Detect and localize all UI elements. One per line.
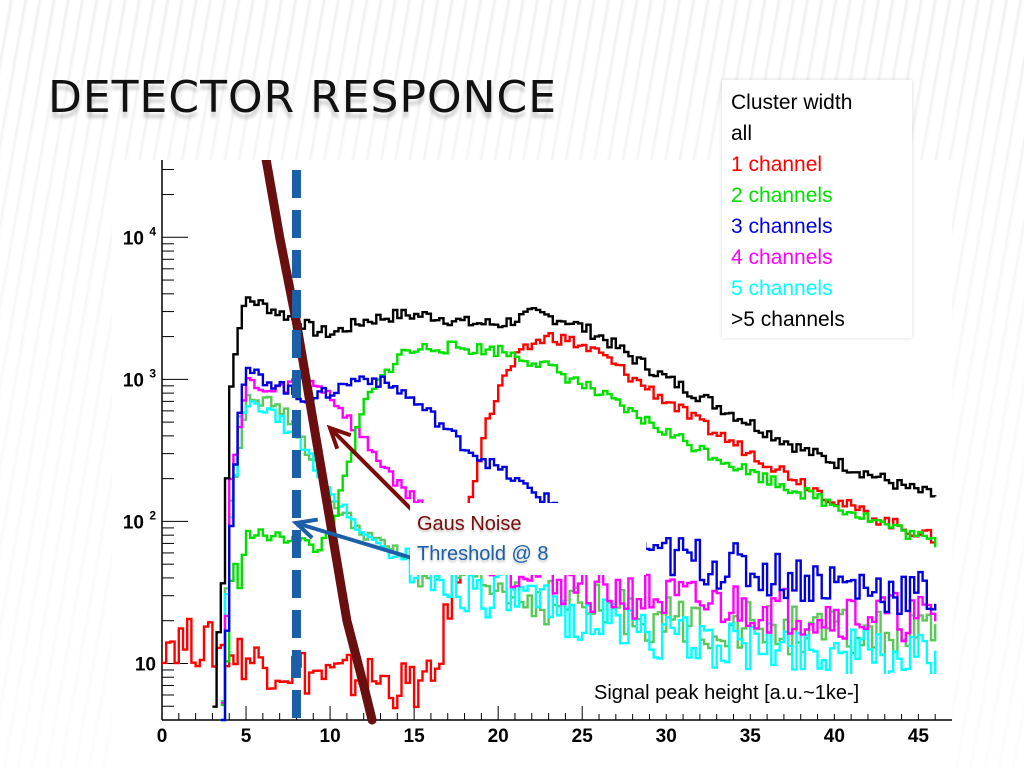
series-line-7 — [220, 393, 937, 703]
y-tick-label: 10 — [123, 228, 144, 249]
axes: 0 5 10 15 20 25 30 35 40 45 10 10 2 10 3 10 4 — [123, 160, 952, 747]
legend-entry-4-channels: 4 channels — [731, 246, 833, 269]
x-tick-label: 25 — [572, 726, 594, 747]
y-tick-label-exponent: 2 — [149, 508, 156, 522]
x-axis-label: Signal peak height [a.u.~1ke-] — [594, 682, 860, 704]
legend-entry-1-channel: 1 channel — [731, 153, 823, 176]
x-tick-label: 35 — [740, 726, 762, 747]
x-tick-label: 45 — [908, 726, 930, 747]
legend-entry-3-channels: 3 channels — [731, 215, 833, 238]
plot-frame: 0 5 10 15 20 25 30 35 40 45 10 10 2 10 3 10 4 — [112, 160, 952, 768]
gaus-noise-label: Gaus Noise — [417, 513, 522, 535]
legend-entry-2-channels: 2 channels — [731, 184, 833, 207]
x-tick-label: 0 — [157, 726, 168, 747]
legend-entry-all: all — [731, 122, 753, 145]
slide-title: DETECTOR RESPONCE — [48, 72, 558, 123]
x-tick-label: 30 — [656, 726, 677, 747]
chart: 0 5 10 15 20 25 30 35 40 45 10 10 2 10 3 10 4 — [123, 160, 952, 747]
threshold-arrow — [295, 521, 413, 560]
series-line-6 — [220, 400, 937, 722]
legend: Cluster width all 1 channel 2 channels 3… — [722, 80, 912, 338]
gaus-noise-curve — [261, 160, 377, 725]
annotation-box: Gaus Noise Threshold @ 8 — [410, 503, 646, 575]
y-tick-label: 10 — [123, 370, 144, 391]
series-line-1 — [212, 296, 937, 708]
x-tick-label: 5 — [241, 726, 252, 747]
x-tick-label: 20 — [488, 726, 509, 747]
legend-entry-more-than-5-channels: >5 channels — [731, 308, 845, 331]
gaus-noise-arrow — [328, 426, 414, 512]
y-tick-label: 10 — [123, 512, 144, 533]
x-tick-label: 15 — [404, 726, 426, 747]
gaus-noise-arrow-head — [326, 424, 352, 450]
legend-title: Cluster width — [731, 91, 853, 114]
series-line-3 — [220, 340, 937, 707]
x-axis-label-box: Signal peak height [a.u.~1ke-] — [585, 674, 945, 714]
threshold-label: Threshold @ 8 — [417, 543, 549, 565]
x-tick-label: 10 — [320, 726, 341, 747]
threshold-arrow-head — [291, 517, 319, 540]
x-tick-label: 40 — [824, 726, 845, 747]
y-tick-label: 10 — [135, 654, 156, 675]
legend-entry-5-channels: 5 channels — [731, 277, 833, 300]
annotation-group — [291, 424, 414, 560]
y-tick-label-exponent: 4 — [149, 224, 156, 238]
series-line-5 — [220, 376, 937, 705]
y-tick-label-exponent: 3 — [149, 366, 156, 380]
